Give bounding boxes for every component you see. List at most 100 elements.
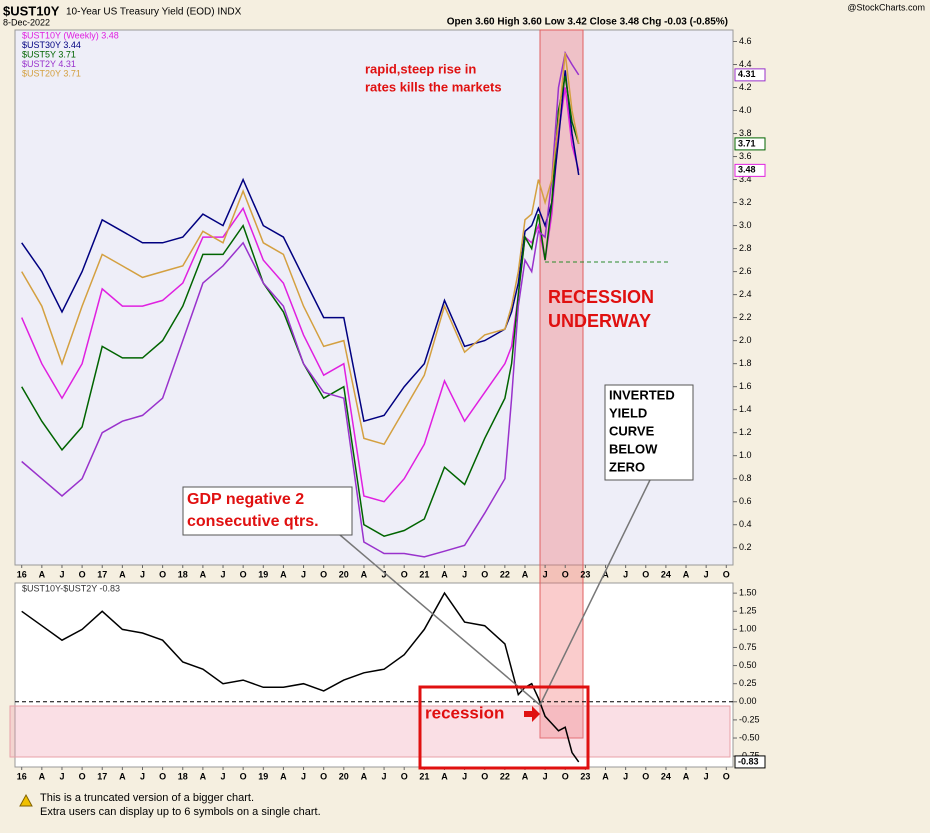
quote: Open 3.60 High 3.60 Low 3.42 Close 3.48 … (447, 17, 728, 28)
last-value-label: -0.83 (738, 756, 759, 766)
x-tick-label: O (79, 569, 86, 579)
annotation: INVERTED (609, 387, 675, 402)
description: 10-Year US Treasury Yield (EOD) INDX (66, 7, 242, 18)
legend-entry: $UST30Y 3.44 (22, 40, 81, 50)
x-tick-label: 24 (661, 771, 671, 781)
x-tick-label: 16 (17, 569, 27, 579)
x-tick-label: O (401, 569, 408, 579)
legend-entry: $UST20Y 3.71 (22, 68, 81, 78)
x-tick-label: O (159, 569, 166, 579)
x-tick-label: J (623, 771, 628, 781)
x-tick-label: A (200, 771, 207, 781)
x-tick-label: A (280, 771, 287, 781)
lower-plot-area (14, 582, 734, 768)
x-tick-label: A (119, 569, 126, 579)
annotation: rapid,steep rise in (365, 61, 476, 76)
source: @StockCharts.com (847, 2, 925, 12)
x-tick-label: A (119, 771, 126, 781)
annotation: RECESSION (548, 287, 654, 307)
x-tick-label: O (240, 569, 247, 579)
x-tick-label: 21 (419, 771, 429, 781)
callout-arrow (339, 534, 541, 706)
y-tick-label: 1.50 (739, 588, 757, 598)
x-tick-label: 20 (339, 771, 349, 781)
y-tick-label: 1.0 (739, 450, 752, 460)
x-tick-label: J (382, 771, 387, 781)
y-tick-label: 0.25 (739, 678, 757, 688)
x-tick-label: O (79, 771, 86, 781)
series-line (21, 52, 580, 446)
x-tick-label: A (39, 771, 46, 781)
annotation: UNDERWAY (548, 311, 651, 331)
x-tick-label: A (441, 569, 448, 579)
y-tick-label: 2.4 (739, 289, 752, 299)
y-tick-label: 1.00 (739, 624, 757, 634)
series-line (21, 50, 580, 558)
x-tick-label: O (481, 771, 488, 781)
y-tick-label: 4.2 (739, 82, 752, 92)
annotation: rates kills the markets (365, 79, 502, 94)
x-tick-label: O (642, 569, 649, 579)
y-tick-label: 1.2 (739, 427, 752, 437)
y-tick-label: 2.2 (739, 312, 752, 322)
series-line (21, 70, 580, 423)
warning-icon (19, 793, 33, 807)
annotation: BELOW (609, 441, 658, 456)
series-line (21, 591, 580, 763)
y-tick-label: 0.00 (739, 696, 757, 706)
last-value-label: 4.31 (738, 69, 756, 79)
last-value-label: 3.71 (738, 138, 756, 148)
y-tick-label: 3.4 (739, 174, 752, 184)
x-tick-label: A (522, 771, 529, 781)
y-tick-label: 0.8 (739, 473, 752, 483)
recession-band (539, 29, 584, 739)
x-tick-label: 16 (17, 771, 27, 781)
x-tick-label: J (382, 569, 387, 579)
marks: 0.2 0.4 0.6 0.8 1.0 1.2 1.4 1.6 1.8 2.0 2.2 2.4 2.6 2… (15, 30, 766, 781)
x-tick-label: J (140, 569, 145, 579)
annotation: recession (425, 703, 504, 722)
x-tick-label: A (602, 771, 609, 781)
x-tick-label: J (462, 771, 467, 781)
y-tick-label: 1.8 (739, 358, 752, 368)
footer-text: Extra users can display up to 6 symbols … (40, 806, 321, 818)
highlight-box (418, 685, 590, 770)
y-tick-label: 4.4 (739, 59, 752, 69)
callout-arrow (539, 479, 651, 706)
y-tick-label: 4.0 (739, 105, 752, 115)
legend-entry: $UST10Y (Weekly) 3.48 (22, 30, 119, 40)
x-tick-label: J (221, 771, 226, 781)
x-tick-label: A (361, 771, 368, 781)
x-tick-label: J (623, 569, 628, 579)
x-tick-label: A (683, 771, 690, 781)
last-value-tag (734, 755, 766, 769)
x-tick-label: 19 (258, 771, 268, 781)
y-tick-label: 3.0 (739, 220, 752, 230)
x-tick-label: 23 (580, 771, 590, 781)
x-tick-label: 19 (258, 569, 268, 579)
annotation-group: INVERTED YIELD CURVE BELOW ZERO (609, 387, 675, 474)
last-value-tag (734, 137, 766, 151)
x-tick-label: 20 (339, 569, 349, 579)
legend-entry: $UST10Y-$UST2Y -0.83 (22, 583, 120, 593)
x-tick-label: J (59, 771, 64, 781)
x-tick-label: 17 (97, 569, 107, 579)
x-tick-label: A (280, 569, 287, 579)
y-tick-label: 0.6 (739, 496, 752, 506)
inversion-band (9, 705, 731, 758)
x-tick-label: O (320, 771, 327, 781)
x-tick-label: 18 (178, 569, 188, 579)
x-tick-label: O (723, 569, 730, 579)
legend-entry: $UST2Y 4.31 (22, 59, 76, 69)
x-tick-label: O (159, 771, 166, 781)
x-tick-label: O (723, 771, 730, 781)
x-tick-label: O (240, 771, 247, 781)
x-tick-label: A (683, 569, 690, 579)
x-tick-label: J (543, 569, 548, 579)
x-tick-label: 22 (500, 569, 510, 579)
x-tick-label: J (543, 771, 548, 781)
x-tick-label: J (301, 569, 306, 579)
x-tick-label: 18 (178, 771, 188, 781)
